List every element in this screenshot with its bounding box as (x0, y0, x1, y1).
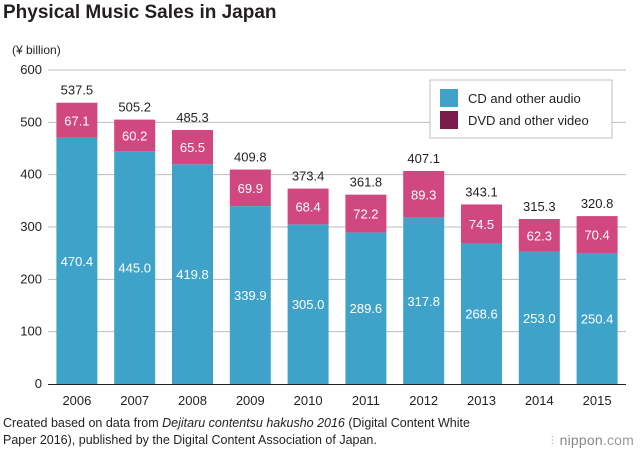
value-label-cd: 419.8 (176, 267, 209, 282)
bar-dvd-2006 (56, 102, 98, 138)
value-label-dvd: 74.5 (469, 217, 494, 232)
x-tick-label: 2010 (294, 393, 323, 408)
caption-prefix: Created based on data from (3, 416, 163, 430)
value-label-cd: 339.9 (234, 288, 267, 303)
total-label: 373.4 (292, 169, 325, 184)
bar-cd-2008 (172, 164, 213, 384)
x-tick-label: 2012 (409, 393, 438, 408)
value-label-dvd: 60.2 (122, 128, 147, 143)
legend: CD and other audio DVD and other video (429, 79, 613, 139)
legend-label-cd: CD and other audio (468, 91, 581, 106)
y-tick-label: 500 (20, 114, 42, 129)
bar-cd-2011 (345, 232, 387, 384)
bar-cd-2007 (114, 151, 156, 384)
y-tick-label: 600 (20, 62, 42, 77)
total-label: 361.8 (350, 175, 383, 190)
bar-dvd-2012 (403, 170, 445, 218)
y-axis: 0 100 200 300 400 500 600 (20, 62, 42, 391)
legend-label-dvd: DVD and other video (468, 113, 589, 128)
value-label-cd: 289.6 (350, 301, 383, 316)
x-tick-label: 2007 (120, 393, 149, 408)
bar-cd-2012 (403, 217, 445, 384)
bar-dvd-2013 (461, 204, 502, 244)
brand-name: nippon (559, 432, 603, 448)
total-label: 485.3 (176, 110, 209, 125)
x-tick-label: 2008 (178, 393, 207, 408)
bar-cd-2006 (56, 137, 98, 384)
bar-dvd-2008 (172, 130, 213, 165)
x-tick-label: 2014 (525, 393, 554, 408)
x-tick-label: 2013 (467, 393, 496, 408)
x-tick-label: 2006 (62, 393, 91, 408)
bar-cd-2013 (461, 243, 502, 384)
bar-cd-2015 (576, 252, 618, 384)
total-label: 409.8 (234, 150, 267, 165)
y-tick-label: 200 (20, 271, 42, 286)
bar-dvd-2010 (287, 188, 329, 225)
bar-cd-2010 (287, 224, 329, 384)
x-axis: 2006 2007 2008 2009 2010 2011 2012 2013 2014 2015 (48, 384, 626, 408)
y-tick-label: 0 (35, 376, 42, 391)
x-tick-label: 2015 (583, 393, 612, 408)
value-label-dvd: 89.3 (411, 187, 436, 202)
caption-italic-title: Dejitaru contentsu hakusho 2016 (162, 416, 345, 430)
total-label: 537.5 (61, 83, 94, 98)
bar-dvd-2007 (114, 119, 156, 152)
value-label-cd: 250.4 (581, 311, 614, 326)
y-tick-label: 100 (20, 324, 42, 339)
value-label-dvd: 65.5 (180, 140, 205, 155)
value-label-cd: 445.0 (118, 261, 151, 276)
bar-dvd-2015 (576, 216, 618, 253)
chart: (¥ billion) 0 100 200 300 400 500 600 470.4 67.… (12, 43, 626, 408)
total-label: 505.2 (118, 100, 151, 115)
y-axis-label: (¥ billion) (12, 43, 61, 57)
total-label: 320.8 (581, 196, 614, 211)
value-label-dvd: 62.3 (527, 228, 552, 243)
bar-dvd-2009 (229, 169, 271, 207)
source-caption: Created based on data from Dejitaru cont… (3, 415, 473, 449)
legend-box (429, 79, 613, 139)
bars: 470.4 67.1 537.5 445.0 60.2 505.2 419.8 65.5 485… (56, 83, 618, 384)
value-label-dvd: 67.1 (64, 113, 89, 128)
x-tick-label: 2011 (352, 393, 380, 408)
value-label-dvd: 69.9 (238, 181, 263, 196)
bar-dvd-2011 (345, 194, 387, 233)
value-label-cd: 253.0 (523, 311, 556, 326)
bar-cd-2014 (518, 251, 560, 384)
chart-title: Physical Music Sales in Japan (3, 2, 277, 23)
x-tick-label: 2009 (236, 393, 265, 408)
value-label-cd: 305.0 (292, 297, 325, 312)
bar-dvd-2014 (518, 218, 560, 252)
brand-logo: ⋮ nippon.com (547, 432, 634, 448)
total-label: 343.1 (465, 184, 498, 199)
y-tick-label: 300 (20, 219, 42, 234)
caption-suffix: (Digital Content White Paper 2016), publ… (3, 416, 470, 447)
value-label-cd: 317.8 (407, 294, 440, 309)
value-label-cd: 470.4 (61, 254, 94, 269)
total-label: 315.3 (523, 199, 556, 214)
value-label-dvd: 70.4 (584, 228, 609, 243)
value-label-dvd: 68.4 (295, 199, 320, 214)
bar-cd-2009 (229, 206, 271, 384)
value-label-cd: 268.6 (465, 307, 498, 322)
brand-dots-icon: ⋮ (547, 435, 558, 446)
legend-swatch-cd (440, 89, 458, 107)
value-label-dvd: 72.2 (353, 207, 378, 222)
y-tick-label: 400 (20, 167, 42, 182)
total-label: 407.1 (407, 151, 440, 166)
brand-suffix: .com (602, 432, 634, 448)
legend-swatch-dvd (440, 111, 458, 129)
